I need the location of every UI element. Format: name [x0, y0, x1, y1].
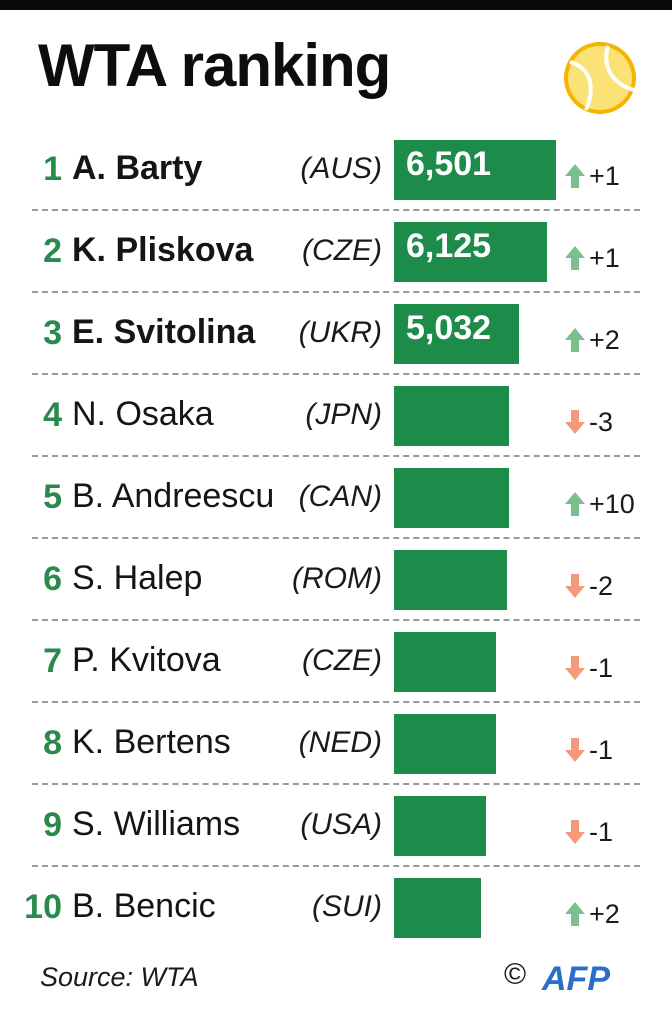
- points-bar: [394, 304, 519, 364]
- ranking-row: 10 B. Bencic (SUI) +2: [0, 866, 672, 948]
- ranking-change: +2: [563, 894, 620, 934]
- ranking-change-value: -1: [589, 816, 614, 847]
- player-name: P. Kvitova: [72, 641, 221, 679]
- ranking-change: +1: [563, 156, 620, 196]
- player-name: K. Bertens: [72, 723, 231, 761]
- player-country: (CAN): [298, 480, 382, 513]
- arrow-down-icon: [565, 738, 585, 762]
- ranking-row: 8 K. Bertens (NED) -1: [0, 702, 672, 784]
- ranking-change-value: -3: [589, 406, 614, 437]
- points-bar: [394, 796, 486, 856]
- arrow-down-icon: [565, 820, 585, 844]
- row-separator: [32, 291, 640, 293]
- source-note: Source: WTA: [40, 962, 199, 992]
- points-label: 5,032: [406, 309, 492, 347]
- ranking-row: 3 E. Svitolina (UKR) 5,032 +2: [0, 292, 672, 374]
- rank-number: 10: [24, 888, 62, 926]
- row-separator: [32, 619, 640, 621]
- player-name: E. Svitolina: [72, 313, 256, 351]
- row-separator: [32, 783, 640, 785]
- player-name: S. Halep: [72, 559, 203, 597]
- arrow-up-icon: [565, 328, 585, 352]
- rank-number: 3: [43, 314, 62, 352]
- rank-number: 7: [43, 642, 62, 680]
- rank-number: 8: [43, 724, 62, 762]
- top-rule: [0, 0, 672, 10]
- points-bar: [394, 714, 496, 774]
- ranking-change-value: +2: [589, 898, 620, 929]
- player-country: (USA): [300, 808, 382, 841]
- ranking-change: -1: [563, 812, 613, 852]
- ranking-row: 1 A. Barty (AUS) 6,501 +1: [0, 128, 672, 210]
- ranking-change: +2: [563, 320, 620, 360]
- ranking-change-value: +10: [589, 488, 635, 519]
- row-separator: [32, 455, 640, 457]
- ranking-row: 7 P. Kvitova (CZE) -1: [0, 620, 672, 702]
- points-bar: [394, 878, 481, 938]
- ranking-change-value: +1: [589, 242, 620, 273]
- points-label: 6,501: [406, 145, 492, 183]
- points-bar: [394, 386, 509, 446]
- player-country: (NED): [298, 726, 382, 759]
- ranking-change-value: -2: [589, 570, 614, 601]
- row-separator: [32, 701, 640, 703]
- rank-number: 9: [43, 806, 62, 844]
- rank-number: 6: [43, 560, 62, 598]
- arrow-down-icon: [565, 656, 585, 680]
- ranking-change-value: +1: [589, 160, 620, 191]
- tennis-ball-icon: [564, 42, 636, 114]
- arrow-down-icon: [565, 574, 585, 598]
- ranking-change: -1: [563, 730, 613, 770]
- arrow-down-icon: [565, 410, 585, 434]
- player-country: (SUI): [312, 890, 382, 923]
- ranking-row: 6 S. Halep (ROM) -2: [0, 538, 672, 620]
- player-name: K. Pliskova: [72, 231, 254, 269]
- ranking-change: +1: [563, 238, 620, 278]
- arrow-up-icon: [565, 902, 585, 926]
- ranking-change-value: -1: [589, 734, 614, 765]
- points-bar: [394, 550, 507, 610]
- player-name: B. Bencic: [72, 887, 216, 925]
- afp-logo: AFP: [541, 960, 610, 994]
- row-separator: [32, 373, 640, 375]
- player-country: (ROM): [292, 562, 382, 595]
- rank-number: 2: [43, 232, 62, 270]
- row-separator: [32, 209, 640, 211]
- rank-number: 1: [43, 150, 62, 188]
- player-name: B. Andreescu: [72, 477, 275, 515]
- player-country: (JPN): [305, 398, 382, 431]
- ranking-change: +10: [563, 484, 635, 524]
- player-name: S. Williams: [72, 805, 241, 843]
- ranking-row: 2 K. Pliskova (CZE) 6,125 +1: [0, 210, 672, 292]
- points-bar: [394, 468, 509, 528]
- points-bar: [394, 632, 496, 692]
- arrow-up-icon: [565, 492, 585, 516]
- ranking-row: 4 N. Osaka (JPN) -3: [0, 374, 672, 456]
- copyright-symbol: ©: [504, 958, 527, 991]
- ranking-change-value: -1: [589, 652, 614, 683]
- ranking-change: -3: [563, 402, 613, 442]
- ranking-change: -1: [563, 648, 613, 688]
- svg-text:AFP: AFP: [541, 960, 610, 994]
- player-name: N. Osaka: [72, 395, 214, 433]
- player-country: (CZE): [302, 234, 382, 267]
- points-bar: [394, 222, 547, 282]
- player-country: (AUS): [300, 152, 382, 185]
- player-country: (UKR): [298, 316, 382, 349]
- ranking-row: 5 B. Andreescu (CAN) +10: [0, 456, 672, 538]
- ranking-change-value: +2: [589, 324, 620, 355]
- ranking-row: 9 S. Williams (USA) -1: [0, 784, 672, 866]
- player-name: A. Barty: [72, 149, 203, 187]
- arrow-up-icon: [565, 164, 585, 188]
- chart-title: WTA ranking: [38, 32, 391, 99]
- points-bar: [394, 140, 556, 200]
- arrow-up-icon: [565, 246, 585, 270]
- ranking-change: -2: [563, 566, 613, 606]
- rank-number: 4: [43, 396, 62, 434]
- row-separator: [32, 537, 640, 539]
- points-label: 6,125: [406, 227, 492, 265]
- rank-number: 5: [43, 478, 62, 516]
- player-country: (CZE): [302, 644, 382, 677]
- row-separator: [32, 865, 640, 867]
